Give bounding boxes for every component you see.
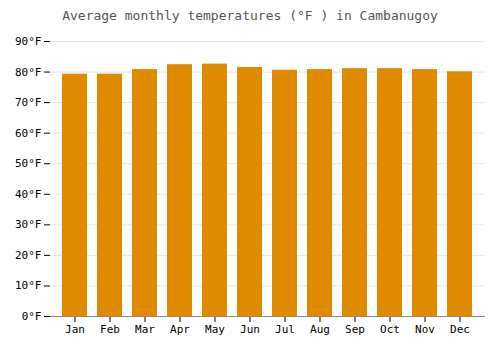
svg-text:Feb: Feb (100, 323, 120, 336)
html-text:Average monthly temperatures (: Average monthly temperatures (°F ) in Ca… (62, 8, 438, 23)
svg-text:Mar: Mar (135, 323, 155, 336)
svg-text:Nov: Nov (415, 323, 435, 336)
svg-text:30°F: 30°F (15, 218, 42, 231)
svg-text:90°F: 90°F (15, 35, 42, 48)
svg-text:50°F: 50°F (15, 157, 42, 170)
svg-text:80°F: 80°F (15, 66, 42, 79)
svg-text:Jul: Jul (275, 323, 295, 336)
svg-text:May: May (205, 323, 225, 336)
svg-text:70°F: 70°F (15, 96, 42, 109)
svg-text:Aug: Aug (310, 323, 330, 336)
svg-text:Apr: Apr (170, 323, 190, 336)
svg-text:Jun: Jun (240, 323, 260, 336)
svg-text:10°F: 10°F (15, 279, 42, 292)
svg-text:0°F: 0°F (22, 310, 42, 323)
svg-text:40°F: 40°F (15, 188, 42, 201)
svg-text:60°F: 60°F (15, 127, 42, 140)
svg-text:Oct: Oct (380, 323, 400, 336)
svg-text:20°F: 20°F (15, 249, 42, 262)
svg-text:Sep: Sep (345, 323, 365, 336)
svg-text:Dec: Dec (450, 323, 470, 336)
svg-text:Jan: Jan (65, 323, 85, 336)
